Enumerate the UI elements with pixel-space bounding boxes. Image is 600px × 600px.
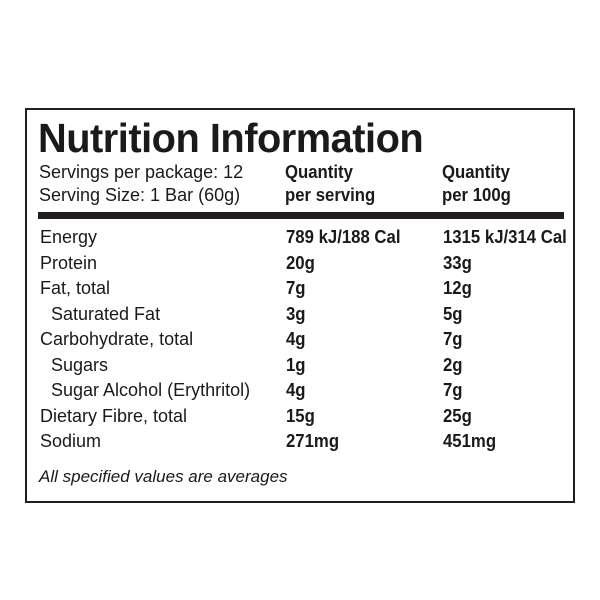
nutrient-label: Sugar Alcohol (Erythritol) <box>51 380 251 400</box>
column-header-per-serving-line1: Quantity <box>285 162 353 182</box>
nutrient-value-per-serving: 789 kJ/188 Cal <box>286 227 401 247</box>
table-row: Sodium 271mg 451mg <box>38 429 563 455</box>
table-row: Sugar Alcohol (Erythritol) 4g 7g <box>38 378 563 404</box>
nutrient-value-per-serving: 15g <box>286 405 315 426</box>
nutrient-value-per-100g: 1315 kJ/314 Cal <box>443 227 567 247</box>
nutrient-label: Sugars <box>51 354 109 375</box>
page-title: Nutrition Information <box>38 115 424 161</box>
header-separator-bar <box>38 212 564 219</box>
table-row: Fat, total 7g 12g <box>38 276 563 302</box>
nutrient-label: Fat, total <box>40 278 111 298</box>
nutrient-value-per-serving: 4g <box>286 380 306 400</box>
nutrient-value-per-100g: 33g <box>443 252 472 273</box>
servings-per-package-label: Servings per package: 12 <box>39 162 244 182</box>
table-row: Dietary Fibre, total 15g 25g <box>38 404 563 430</box>
nutrient-value-per-100g: 12g <box>443 278 472 298</box>
column-header-per-100g-line1: Quantity <box>442 162 510 182</box>
nutrient-label: Sodium <box>40 431 102 451</box>
header-row-servings: Servings per package: 12 Quantity Quanti… <box>37 161 563 184</box>
nutrient-label: Dietary Fibre, total <box>40 405 188 426</box>
column-header-per-100g-line2: per 100g <box>442 185 511 205</box>
nutrient-value-per-100g: 2g <box>443 354 463 375</box>
nutrient-label: Carbohydrate, total <box>40 329 194 349</box>
nutrient-label: Protein <box>40 252 98 273</box>
nutrient-value-per-serving: 20g <box>286 252 315 273</box>
nutrient-value-per-serving: 7g <box>286 278 306 298</box>
column-header-per-serving-line2: per serving <box>285 185 376 205</box>
nutrient-value-per-100g: 7g <box>443 380 463 400</box>
nutrient-value-per-serving: 271mg <box>286 431 340 451</box>
footnote-text: All specified values are averages <box>39 467 288 486</box>
table-row: Sugars 1g 2g <box>38 353 563 379</box>
nutrient-label: Saturated Fat <box>51 303 161 324</box>
nutrient-value-per-serving: 3g <box>286 303 306 324</box>
table-row: Energy 789 kJ/188 Cal 1315 kJ/314 Cal <box>38 225 567 251</box>
table-row: Saturated Fat 3g 5g <box>38 302 563 328</box>
table-row: Protein 20g 33g <box>38 251 563 277</box>
panel-inner: Nutrition Information Servings per packa… <box>27 110 573 501</box>
nutrition-information-panel: Nutrition Information Servings per packa… <box>25 108 575 503</box>
nutrient-value-per-serving: 1g <box>286 354 306 375</box>
header-row-serving-size: Serving Size: 1 Bar (60g) per serving pe… <box>37 184 563 207</box>
nutrient-value-per-100g: 5g <box>443 303 463 324</box>
serving-size-label: Serving Size: 1 Bar (60g) <box>39 185 241 205</box>
nutrient-value-per-serving: 4g <box>286 329 306 349</box>
nutrient-value-per-100g: 7g <box>443 329 463 349</box>
table-row: Carbohydrate, total 4g 7g <box>38 327 563 353</box>
nutrient-label: Energy <box>40 227 98 247</box>
nutrient-value-per-100g: 451mg <box>443 431 497 451</box>
nutrient-value-per-100g: 25g <box>443 405 472 426</box>
nutrient-table: Energy 789 kJ/188 Cal 1315 kJ/314 Cal Prote… <box>38 225 567 455</box>
